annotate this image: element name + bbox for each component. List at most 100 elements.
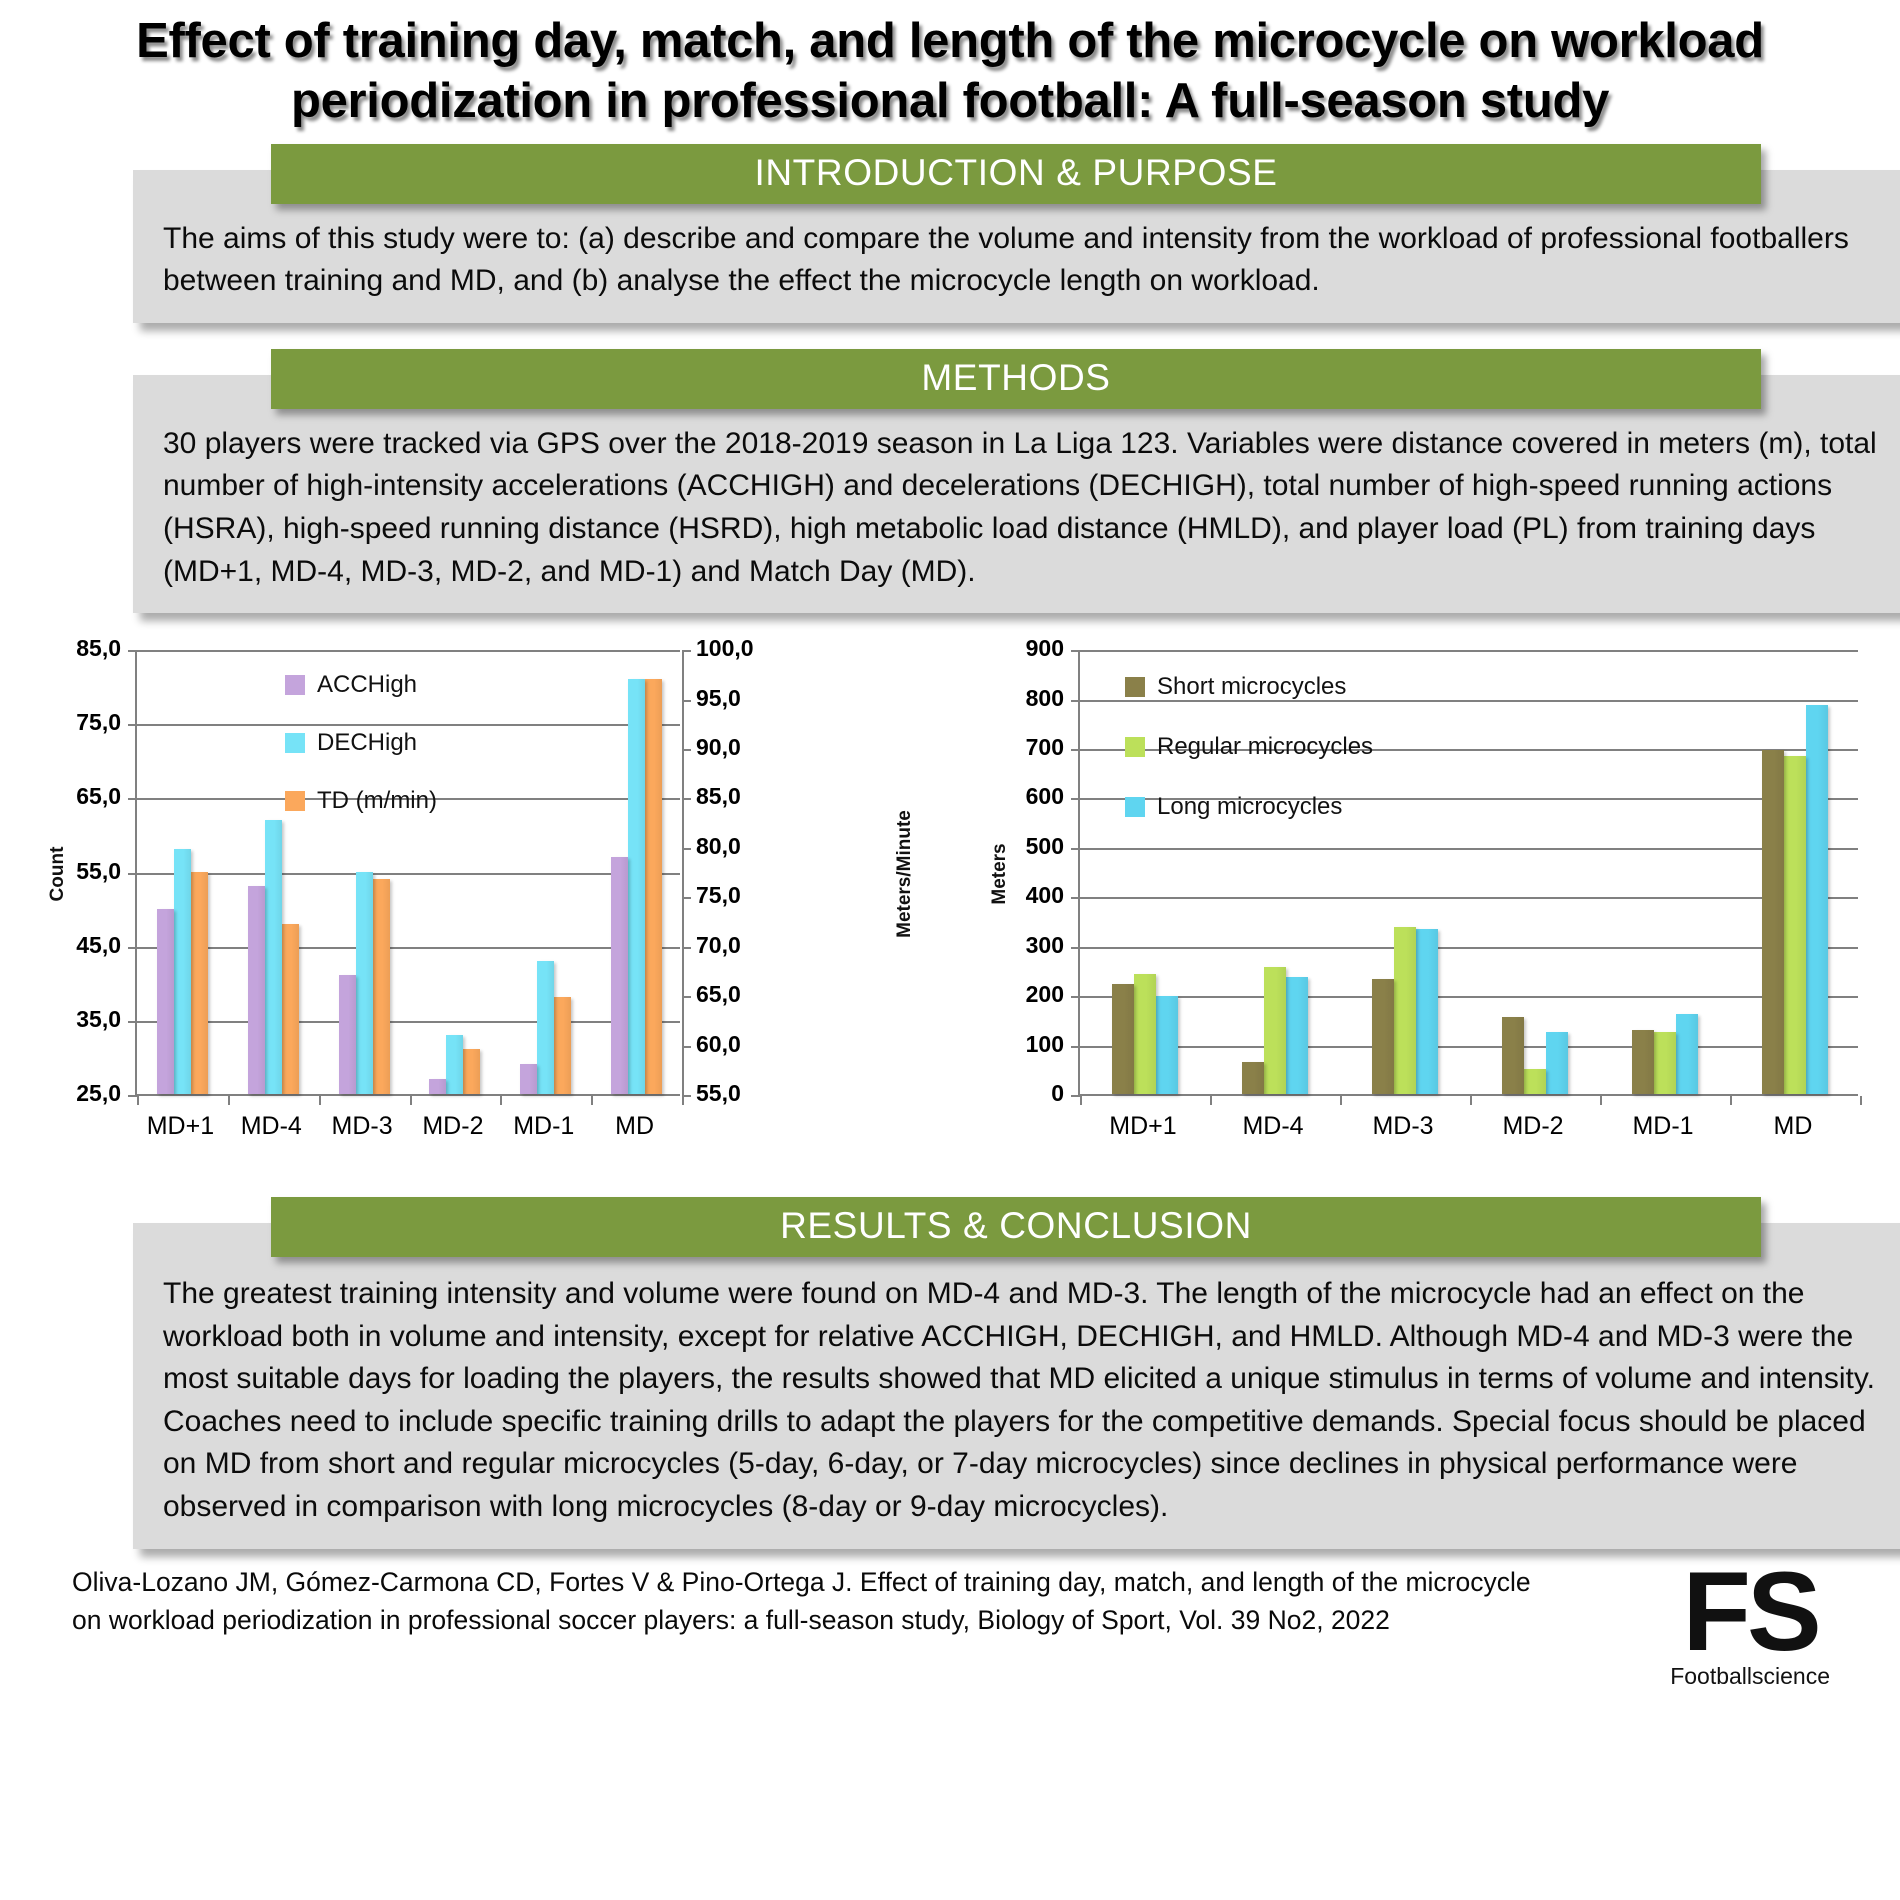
y-tick-label: 700: [1025, 733, 1064, 760]
y2-tick-label: 95,0: [696, 684, 741, 711]
gridline: [137, 798, 680, 801]
legend-swatch-icon: [1125, 737, 1145, 758]
y2-tick-label: 85,0: [696, 783, 741, 810]
chart-microcycle-length: 0 100 200 300 400 500 600 700 800 900 MD+1 MD-4 MD-3…: [960, 631, 1900, 1191]
y2-tick-mark: [682, 699, 691, 702]
bar-md-acchigh: [611, 856, 629, 1095]
plot-area: [128, 650, 691, 1106]
y-tick-mark: [1071, 897, 1080, 900]
x-tick-mark: [1210, 1096, 1212, 1106]
gridline: [137, 724, 680, 727]
legend-swatch-icon: [285, 791, 305, 812]
chart-legend: ACCHigh DECHigh TD (m/min): [285, 671, 437, 845]
bar-md-4-short-microcycles: [1242, 1062, 1264, 1095]
bar-md-2-td-m-min: [463, 1048, 481, 1095]
bar-md-2-short-microcycles: [1502, 1016, 1524, 1095]
gridline: [1080, 699, 1858, 702]
fs-logo-wordmark: Footballscience: [1670, 1663, 1830, 1690]
y-tick-mark: [1071, 798, 1080, 801]
x-tick-mark: [1340, 1096, 1342, 1106]
x-category-label: MD-2: [422, 1112, 484, 1141]
y-tick-mark: [128, 872, 137, 875]
methods-body: 30 players were tracked via GPS over the…: [133, 374, 1900, 614]
fs-logo-mark: FS: [1682, 1548, 1822, 1674]
y-tick-mark: [128, 1095, 137, 1098]
gridline: [137, 1020, 680, 1023]
bar-mdplus1-td-m-min: [190, 871, 208, 1095]
introduction-section: INTRODUCTION & PURPOSE The aims of this …: [55, 143, 1900, 323]
x-tick-mark: [1470, 1096, 1472, 1106]
x-tick-mark: [682, 1096, 684, 1106]
y2-axis-title: Meters/Minute: [894, 809, 915, 938]
y-tick-mark: [1071, 1045, 1080, 1048]
y2-tick-mark: [682, 798, 691, 801]
bar-md-1-short-microcycles: [1632, 1029, 1654, 1095]
x-tick-mark: [1860, 1096, 1862, 1106]
y-tick-mark: [1071, 650, 1080, 653]
legend-swatch-icon: [285, 733, 305, 754]
gridline: [137, 650, 680, 653]
bar-mdplus1-dechigh: [173, 849, 191, 1095]
x-category-label: MD: [1773, 1112, 1813, 1141]
y-tick-label: 45,0: [76, 931, 121, 958]
y-tick-mark: [1071, 699, 1080, 702]
introduction-text: The aims of this study were to: (a) desc…: [163, 221, 1849, 298]
gridline: [137, 946, 680, 949]
bar-md-1-regular-microcycles: [1654, 1031, 1676, 1095]
bar-mdplus1-regular-microcycles: [1134, 973, 1156, 1095]
y-tick-mark: [128, 946, 137, 949]
bar-mdplus1-short-microcycles: [1112, 984, 1134, 1095]
gridline: [1080, 798, 1858, 801]
y-tick-label: 65,0: [76, 783, 121, 810]
x-tick-mark: [1600, 1096, 1602, 1106]
bar-md-3-regular-microcycles: [1394, 926, 1416, 1095]
x-category-label: MD-3: [331, 1112, 393, 1141]
y2-tick-mark: [682, 1045, 691, 1048]
bar-md-short-microcycles: [1762, 749, 1784, 1095]
results-section: RESULTS & CONCLUSION The greatest traini…: [55, 1197, 1900, 1549]
bar-md-4-regular-microcycles: [1264, 967, 1286, 1095]
y2-tick-label: 60,0: [696, 1030, 741, 1057]
footballscience-logo: FS Footballscience: [1670, 1548, 1830, 1691]
bar-md-4-long-microcycles: [1286, 977, 1308, 1095]
legend-swatch-icon: [285, 675, 305, 696]
plot-area: [1071, 650, 1862, 1106]
y2-axis-spine: [682, 651, 684, 1097]
footer: Oliva-Lozano JM, Gómez-Carmona CD, Forte…: [0, 1549, 1900, 1691]
x-category-label: MD+1: [1109, 1112, 1177, 1141]
results-header: RESULTS & CONCLUSION: [271, 1197, 1761, 1258]
y-tick-mark: [128, 798, 137, 801]
y-tick-mark: [128, 1020, 137, 1023]
y-tick-label: 500: [1025, 832, 1064, 859]
y2-tick-label: 55,0: [696, 1080, 741, 1107]
x-tick-mark: [318, 1096, 321, 1106]
y2-tick-label: 70,0: [696, 931, 741, 958]
legend-item: Short microcycles: [1125, 673, 1373, 701]
y-tick-mark: [1071, 996, 1080, 999]
bar-md-1-dechigh: [537, 960, 555, 1095]
bar-md-2-long-microcycles: [1546, 1031, 1568, 1095]
y2-tick-label: 100,0: [696, 635, 754, 662]
y-tick-label: 0: [1051, 1080, 1064, 1107]
bar-md-3-acchigh: [338, 975, 356, 1095]
legend-item: Regular microcycles: [1125, 733, 1373, 761]
y2-tick-mark: [682, 996, 691, 999]
y-tick-label: 85,0: [76, 635, 121, 662]
methods-header: METHODS: [271, 348, 1761, 409]
gridline: [1080, 996, 1858, 999]
methods-section: METHODS 30 players were tracked via GPS …: [55, 348, 1900, 614]
results-text: The greatest training intensity and volu…: [163, 1277, 1875, 1524]
bar-md-2-acchigh: [429, 1079, 447, 1095]
gridline: [137, 872, 680, 875]
y-tick-mark: [1071, 1095, 1080, 1098]
y2-tick-label: 75,0: [696, 882, 741, 909]
bar-md-regular-microcycles: [1784, 755, 1806, 1095]
y-tick-label: 800: [1025, 684, 1064, 711]
chart-workload-intensity: 25,0 35,0 45,0 55,0 65,0 75,0 85,0 55,0 60,0 65,0…: [0, 631, 960, 1191]
bar-md-1-td-m-min: [554, 997, 572, 1095]
bar-md-td-m-min: [645, 678, 663, 1095]
legend-item: DECHigh: [285, 729, 437, 757]
gridline: [1080, 946, 1858, 949]
bar-md-2-dechigh: [446, 1034, 464, 1095]
bar-mdplus1-acchigh: [156, 908, 174, 1095]
